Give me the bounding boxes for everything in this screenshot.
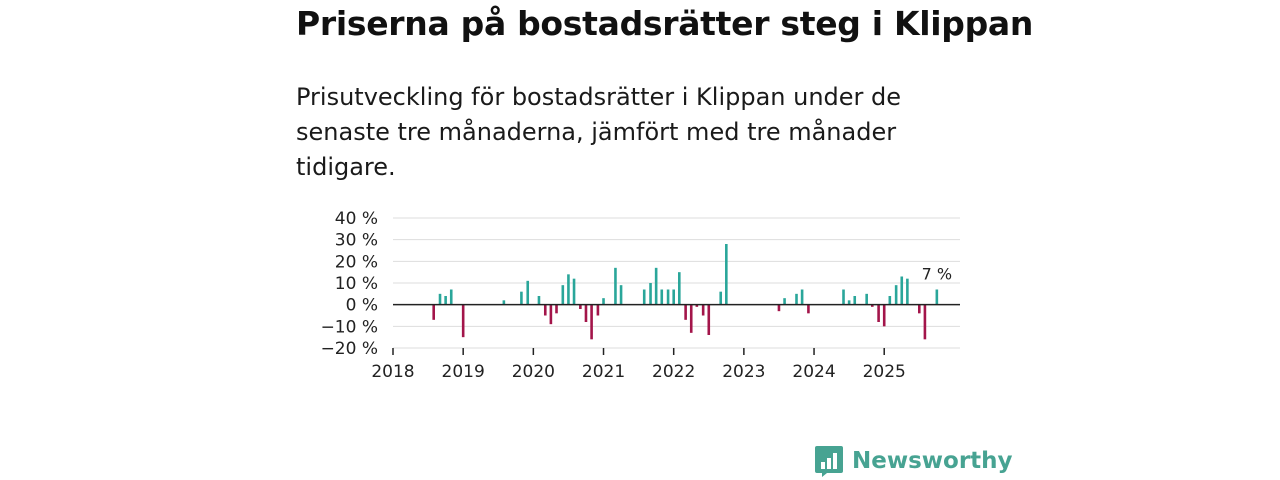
- bar: [888, 296, 892, 305]
- bar: [526, 280, 530, 305]
- bar: [567, 274, 570, 305]
- bar: [572, 278, 576, 305]
- bar: [432, 304, 436, 320]
- y-tick-label: 0 %: [346, 296, 378, 316]
- bar: [584, 304, 588, 322]
- bars: [432, 244, 939, 340]
- y-tick-label: 20 %: [335, 252, 378, 272]
- bar: [689, 304, 693, 333]
- x-tick-label: 2021: [582, 362, 625, 382]
- bar: [543, 304, 547, 316]
- bar: [619, 285, 623, 305]
- bar: [906, 278, 909, 305]
- bar: [549, 304, 553, 325]
- bar: [719, 291, 723, 305]
- last-value-annotation: 7 %: [922, 265, 952, 284]
- chart-title: Priserna på bostadsrätter steg i Klippan: [296, 4, 1034, 43]
- bar: [795, 293, 798, 305]
- x-tick-label: 2019: [442, 362, 485, 382]
- bar: [649, 283, 652, 305]
- y-axis-tick-labels: 40 %30 %20 %10 %0 %−10 %−20 %: [321, 209, 378, 359]
- x-tick-label: 2018: [371, 362, 414, 382]
- bar: [520, 291, 523, 305]
- bar: [642, 289, 646, 305]
- bar: [579, 304, 582, 309]
- bar: [725, 244, 728, 305]
- bar: [894, 285, 898, 305]
- x-axis: 2018 2019 2020 2021 2022 2023 2024 2025: [371, 348, 906, 382]
- bar: [783, 298, 786, 305]
- bar-chart: 40 %30 %20 %10 %0 %−10 %−20 % 2018 2019 20…: [321, 209, 960, 382]
- x-tick-label: 2023: [722, 362, 765, 382]
- bar: [596, 304, 600, 316]
- bar: [935, 289, 939, 305]
- x-tick-label: 2024: [792, 362, 835, 382]
- bar: [900, 276, 904, 305]
- bar: [590, 304, 593, 340]
- bar: [842, 289, 845, 305]
- bar: [865, 293, 868, 305]
- bar: [807, 304, 810, 314]
- x-tick-label: 2020: [512, 362, 555, 382]
- bar: [917, 304, 921, 314]
- bar: [654, 267, 658, 305]
- bar: [923, 304, 927, 340]
- x-tick-label: 2025: [863, 362, 906, 382]
- bar: [695, 304, 699, 307]
- bar: [853, 296, 857, 305]
- y-tick-label: 30 %: [335, 231, 378, 251]
- bar: [444, 296, 447, 305]
- bar: [438, 293, 442, 305]
- bar: [777, 304, 781, 312]
- newsworthy-logo-icon: [815, 446, 843, 477]
- bar: [672, 289, 675, 305]
- x-tick-label: 2022: [652, 362, 695, 382]
- bar: [602, 298, 605, 305]
- bar: [614, 267, 617, 305]
- bar: [701, 304, 705, 316]
- bar: [502, 300, 506, 305]
- bar: [449, 289, 453, 305]
- bar: [461, 304, 465, 338]
- bar: [561, 285, 565, 305]
- bar: [800, 289, 804, 305]
- newsworthy-logo: Newsworthy: [814, 444, 1013, 478]
- bar: [707, 304, 711, 335]
- gridlines: [393, 217, 960, 349]
- bar: [555, 304, 558, 314]
- brand-name: Newsworthy: [852, 448, 1013, 474]
- y-tick-label: −20 %: [321, 339, 378, 359]
- bar: [666, 289, 670, 305]
- bar: [537, 296, 541, 305]
- bar: [847, 300, 851, 305]
- y-tick-label: 40 %: [335, 209, 378, 229]
- y-tick-label: −10 %: [321, 317, 378, 337]
- bar: [882, 304, 886, 327]
- bar: [678, 272, 681, 305]
- chart-subtitle: Prisutveckling för bostadsrätter i Klipp…: [296, 83, 902, 181]
- bar: [870, 304, 874, 307]
- bar: [660, 289, 664, 305]
- bar: [684, 304, 687, 320]
- y-tick-label: 10 %: [335, 274, 378, 294]
- bar: [877, 304, 880, 322]
